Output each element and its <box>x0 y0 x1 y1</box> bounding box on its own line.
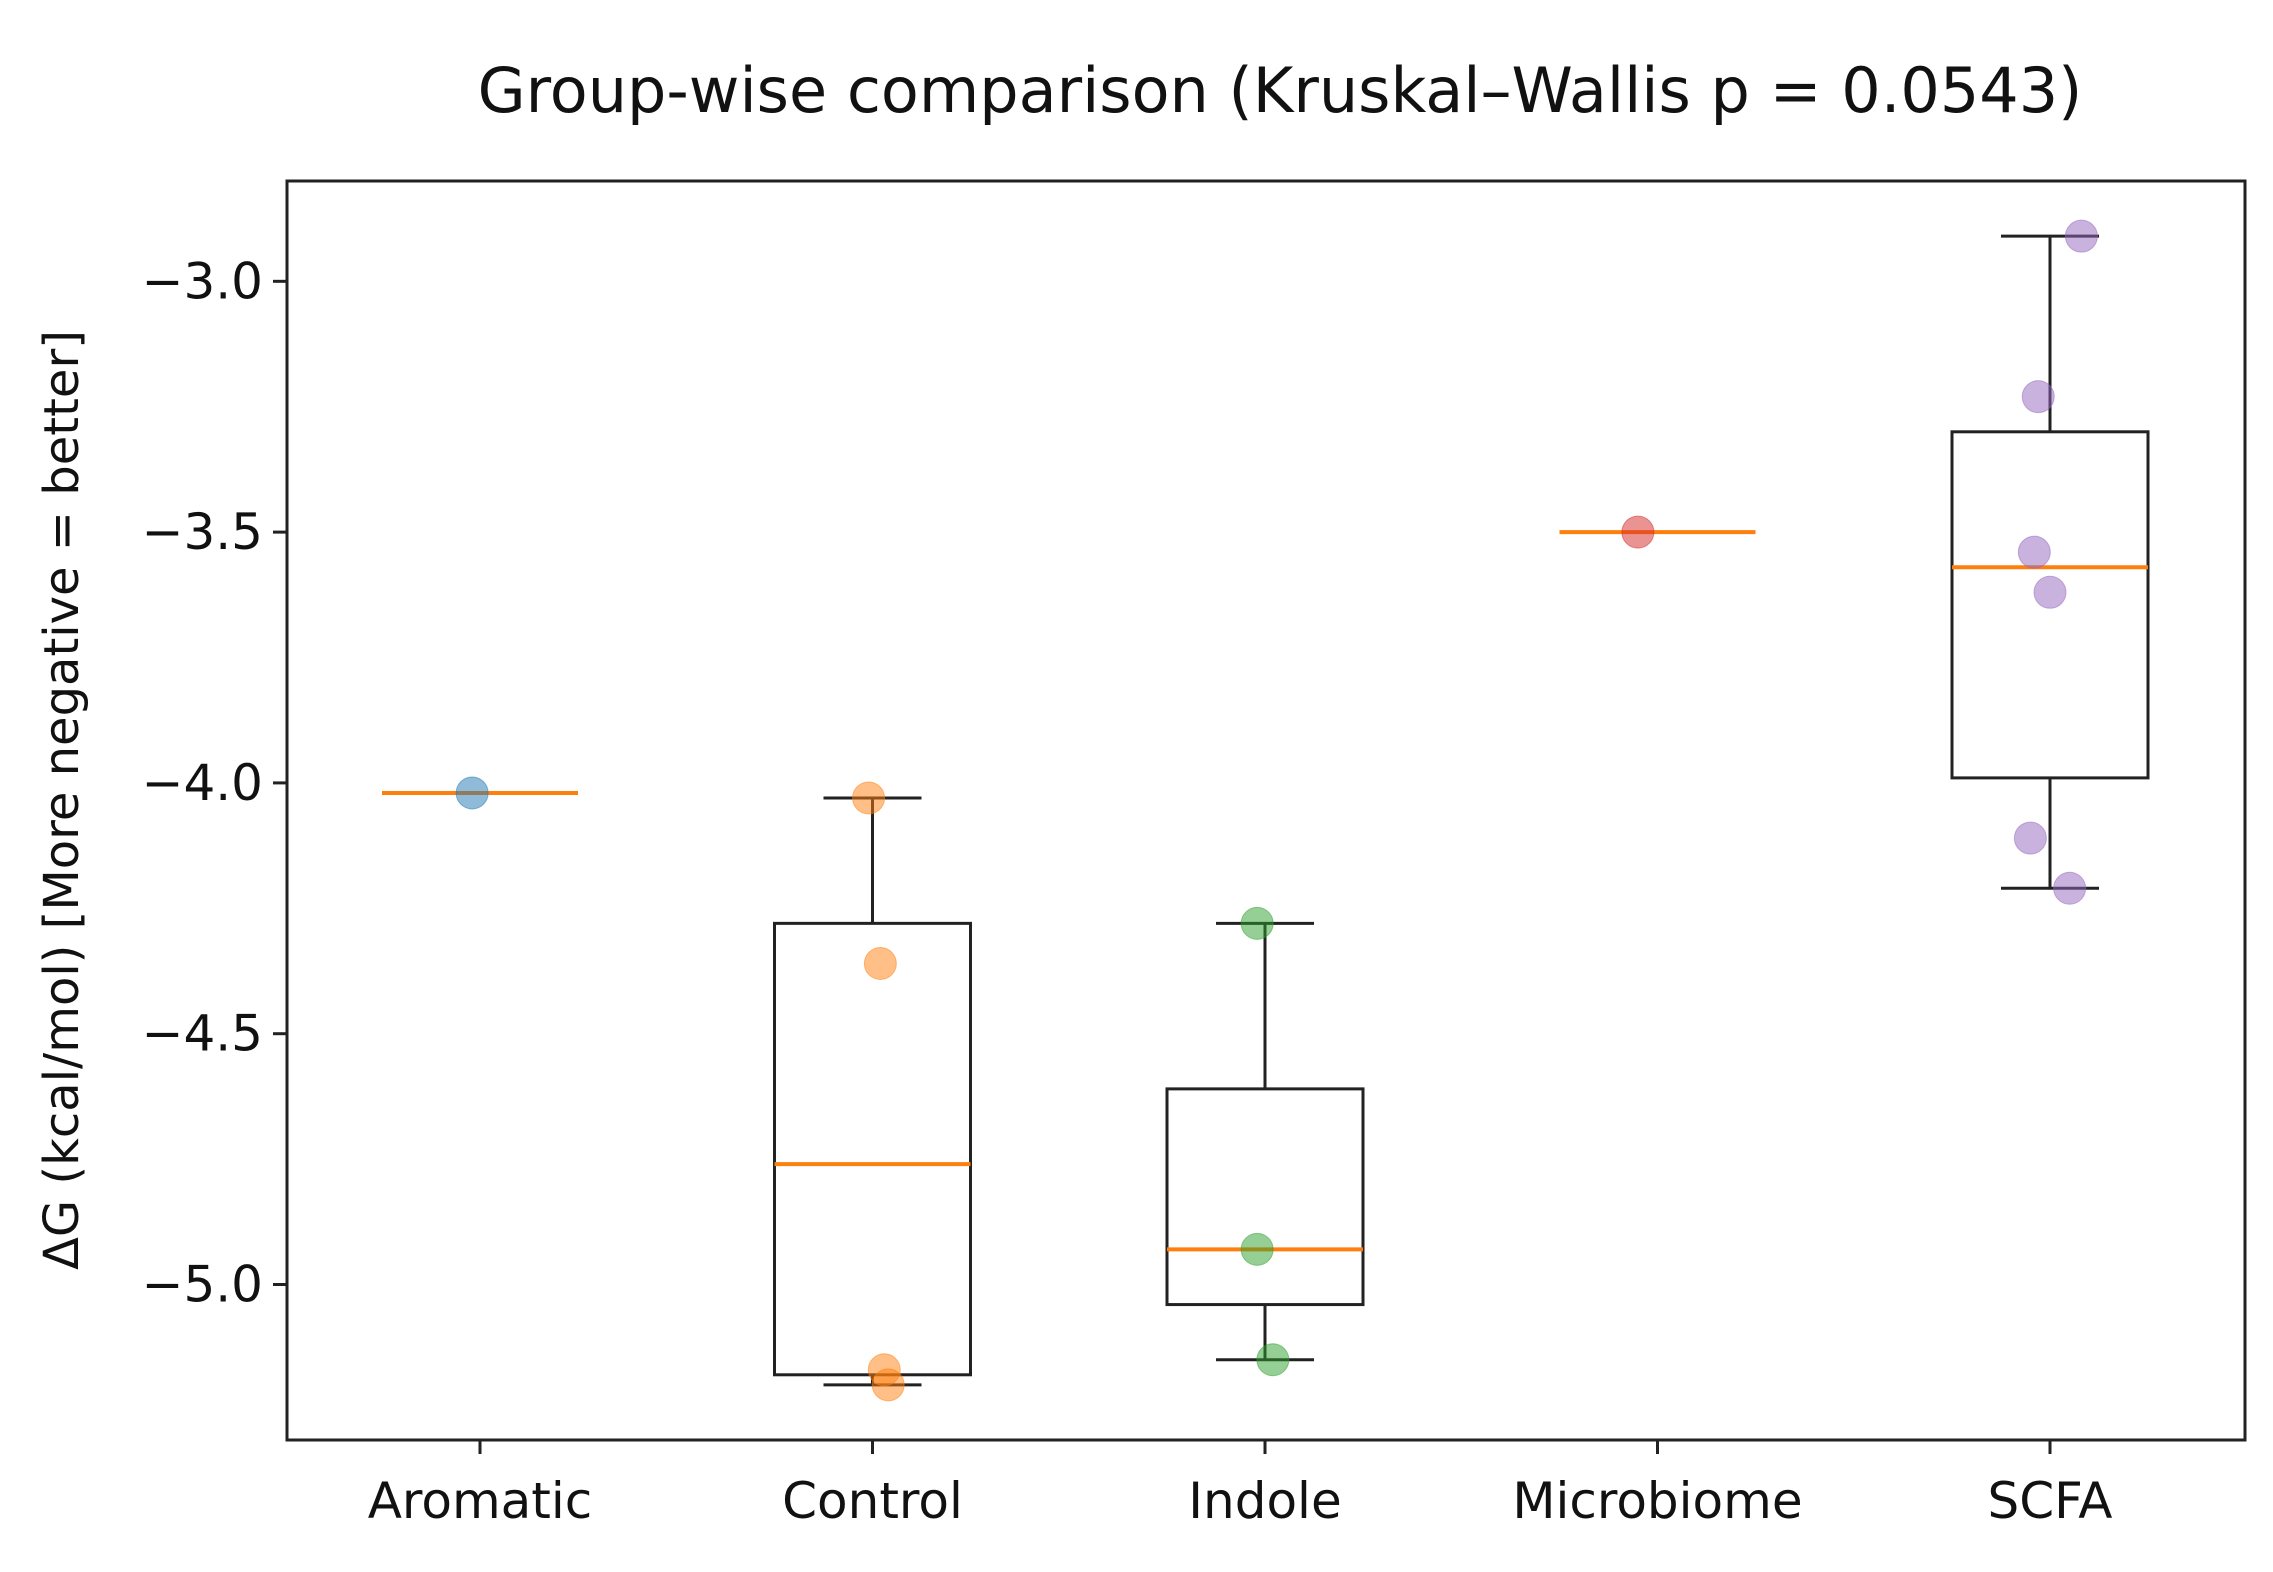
data-point <box>2013 821 2047 855</box>
data-point <box>1256 1343 1290 1377</box>
box <box>1950 430 2150 780</box>
chart-title: Group-wise comparison (Kruskal–Wallis p … <box>478 54 2083 127</box>
data-point <box>455 776 489 810</box>
x-tick-label: Aromatic <box>368 1472 593 1530</box>
x-tick-label: Control <box>782 1472 963 1530</box>
box <box>1165 1087 1365 1307</box>
box-group-aromatic <box>382 776 578 810</box>
data-point <box>871 1368 905 1402</box>
x-tick-label: Microbiome <box>1512 1472 1802 1530</box>
y-tick-label: −3.0 <box>142 252 263 310</box>
data-point <box>1240 906 1274 940</box>
y-tick-label: −5.0 <box>142 1256 263 1314</box>
y-axis-label: ΔG (kcal/mol) [More negative = better] <box>34 330 90 1270</box>
plot-area: −3.0 −3.5 −4.0 −4.5 −5.0 Aromatic Control Indol… <box>142 179 2247 1530</box>
data-point <box>2053 871 2087 905</box>
data-point <box>2064 219 2098 253</box>
y-tick-label: −3.5 <box>142 503 263 561</box>
x-tick-label: Indole <box>1188 1472 1341 1530</box>
box-group-scfa <box>1950 219 2150 905</box>
data-point <box>2021 380 2055 414</box>
data-point <box>1240 1232 1274 1266</box>
data-point <box>863 946 897 980</box>
y-tick-label: −4.5 <box>142 1005 263 1063</box>
data-point <box>2033 575 2067 609</box>
x-tick-label: SCFA <box>1987 1472 2112 1530</box>
y-tick-label: −4.0 <box>142 754 263 812</box>
data-point <box>1621 515 1655 549</box>
box-group-control <box>773 781 972 1402</box>
box-group-microbiome <box>1559 515 1756 549</box>
box-group-indole <box>1165 906 1365 1377</box>
data-point <box>852 781 886 815</box>
data-point <box>2017 535 2051 569</box>
